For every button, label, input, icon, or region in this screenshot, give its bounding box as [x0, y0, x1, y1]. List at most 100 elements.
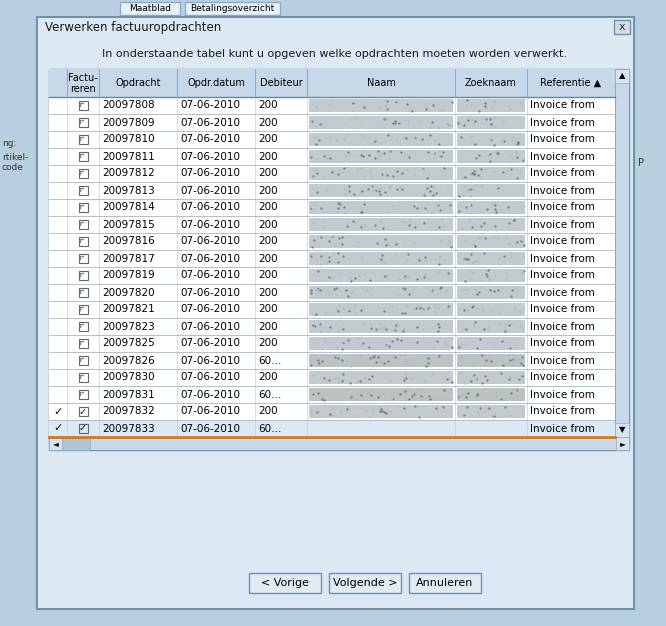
Text: 07-06-2010: 07-06-2010: [180, 304, 240, 314]
Text: 200: 200: [258, 202, 278, 212]
Bar: [79, 118, 87, 127]
Text: 200: 200: [258, 118, 278, 128]
Bar: [79, 203, 87, 212]
Text: Invoice from: Invoice from: [530, 101, 595, 111]
Text: Invoice from: Invoice from: [530, 270, 595, 280]
Text: code: code: [2, 163, 24, 173]
Text: x: x: [619, 22, 625, 32]
Text: ▲: ▲: [619, 71, 625, 81]
Text: 20097814: 20097814: [102, 202, 155, 212]
Text: 20097826: 20097826: [102, 356, 155, 366]
Bar: [49, 437, 62, 450]
Bar: [49, 233, 615, 250]
Bar: [457, 303, 525, 316]
Text: 20097819: 20097819: [102, 270, 155, 280]
Bar: [457, 388, 525, 401]
Bar: [457, 286, 525, 299]
Text: Invoice from: Invoice from: [530, 406, 595, 416]
Text: 07-06-2010: 07-06-2010: [180, 254, 240, 264]
Bar: [79, 101, 87, 110]
Text: Naam: Naam: [366, 78, 396, 88]
Text: 20097823: 20097823: [102, 322, 155, 332]
Bar: [309, 167, 453, 180]
Text: P: P: [638, 158, 644, 168]
Text: 60…: 60…: [258, 356, 282, 366]
Bar: [79, 271, 87, 280]
Bar: [79, 169, 87, 178]
Text: Invoice from: Invoice from: [530, 356, 595, 366]
Text: Invoice from: Invoice from: [530, 254, 595, 264]
Bar: [309, 150, 453, 163]
Bar: [79, 322, 87, 331]
Bar: [62, 437, 90, 450]
Text: 07-06-2010: 07-06-2010: [180, 185, 240, 195]
Bar: [49, 69, 615, 97]
Bar: [49, 199, 615, 216]
Text: 200: 200: [258, 220, 278, 230]
Text: ►: ►: [619, 439, 625, 448]
Text: 200: 200: [258, 185, 278, 195]
Bar: [309, 99, 453, 112]
Bar: [457, 354, 525, 367]
Text: Referentie ▲: Referentie ▲: [540, 78, 601, 88]
Bar: [79, 254, 87, 263]
Bar: [457, 218, 525, 231]
Bar: [38, 18, 633, 38]
Bar: [457, 235, 525, 248]
Text: Opdracht: Opdracht: [115, 78, 161, 88]
Text: 20097820: 20097820: [102, 287, 155, 297]
Text: ◄: ◄: [53, 439, 59, 448]
Text: 07-06-2010: 07-06-2010: [180, 322, 240, 332]
Bar: [79, 237, 87, 246]
Bar: [457, 371, 525, 384]
Bar: [0, 0, 666, 17]
Bar: [49, 403, 615, 420]
Text: 07-06-2010: 07-06-2010: [180, 101, 240, 111]
Bar: [634, 17, 666, 626]
Text: rtikel-: rtikel-: [2, 153, 29, 163]
Bar: [309, 116, 453, 129]
Bar: [185, 2, 280, 15]
Bar: [457, 269, 525, 282]
Text: 07-06-2010: 07-06-2010: [180, 118, 240, 128]
Bar: [49, 131, 615, 148]
Text: < Vorige: < Vorige: [261, 578, 309, 588]
Bar: [49, 352, 615, 369]
Bar: [49, 148, 615, 165]
Bar: [457, 252, 525, 265]
Bar: [49, 335, 615, 352]
Bar: [309, 405, 453, 418]
Text: Annuleren: Annuleren: [416, 578, 474, 588]
Bar: [309, 184, 453, 197]
Text: Invoice from: Invoice from: [530, 372, 595, 382]
Text: Invoice from: Invoice from: [530, 135, 595, 145]
Text: Verwerken factuuropdrachten: Verwerken factuuropdrachten: [45, 21, 221, 34]
Text: 07-06-2010: 07-06-2010: [180, 237, 240, 247]
Text: Invoice from: Invoice from: [530, 389, 595, 399]
Text: ✓: ✓: [79, 424, 87, 433]
Text: Invoice from: Invoice from: [530, 339, 595, 349]
Bar: [49, 318, 615, 335]
Text: Invoice from: Invoice from: [530, 322, 595, 332]
Bar: [38, 38, 633, 608]
Text: 20097830: 20097830: [102, 372, 155, 382]
Bar: [309, 354, 453, 367]
Bar: [409, 573, 481, 593]
Bar: [457, 116, 525, 129]
Text: Invoice from: Invoice from: [530, 151, 595, 162]
Bar: [457, 184, 525, 197]
Bar: [49, 69, 629, 450]
Bar: [0, 17, 37, 626]
Text: 20097809: 20097809: [102, 118, 155, 128]
Text: 200: 200: [258, 270, 278, 280]
Text: Zoeknaam: Zoeknaam: [465, 78, 517, 88]
Text: Debiteur: Debiteur: [260, 78, 302, 88]
Bar: [49, 97, 615, 114]
Text: Invoice from: Invoice from: [530, 220, 595, 230]
Text: 07-06-2010: 07-06-2010: [180, 356, 240, 366]
Bar: [309, 320, 453, 333]
Bar: [79, 135, 87, 144]
Text: 60…: 60…: [258, 389, 282, 399]
Text: In onderstaande tabel kunt u opgeven welke opdrachten moeten worden verwerkt.: In onderstaande tabel kunt u opgeven wel…: [103, 49, 567, 59]
Text: 20097833: 20097833: [102, 424, 155, 433]
